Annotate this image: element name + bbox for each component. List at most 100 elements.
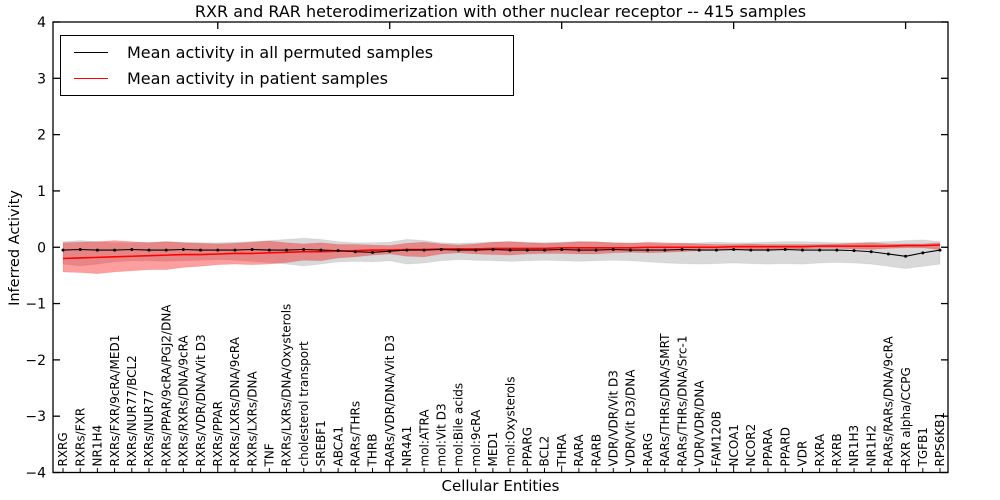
- permuted-marker: [783, 248, 787, 252]
- permuted-marker: [542, 248, 546, 252]
- x-category-label: NCOA1: [727, 424, 741, 466]
- permuted-marker: [491, 248, 495, 252]
- permuted-marker: [938, 248, 942, 252]
- permuted-marker: [319, 248, 323, 252]
- x-category-label: mol:9cRA: [469, 409, 483, 466]
- permuted-marker: [164, 248, 168, 252]
- x-category-label: RARs/THRs/DNA/Src-1: [675, 336, 689, 467]
- permuted-marker: [508, 248, 512, 252]
- permuted-marker: [697, 248, 701, 252]
- permuted-marker: [285, 248, 289, 252]
- permuted-marker: [714, 248, 718, 252]
- x-category-label: cholesterol transport: [297, 341, 311, 467]
- y-tick-label: −4: [25, 466, 46, 482]
- x-category-label: RXRs/LXRs/DNA/9cRA: [228, 336, 242, 466]
- permuted-marker: [388, 249, 392, 253]
- x-category-label: PPARG: [520, 427, 534, 467]
- x-category-label: VDR/Vit D3/DNA: [624, 369, 638, 467]
- x-category-label: RXRs/NUR77: [142, 390, 156, 467]
- permuted-marker: [336, 249, 340, 253]
- x-category-label: RXRs/PPAR/9cRA/PGJ2/DNA: [159, 304, 173, 467]
- x-category-label: RXRs/PPAR: [211, 401, 225, 466]
- x-category-label: VDR/VDR/Vit D3: [606, 370, 620, 466]
- x-category-label: BCL2: [538, 436, 552, 467]
- x-category-label: RXRs/LXRs/DNA/Oxysterols: [280, 304, 294, 467]
- y-tick-label: 4: [37, 15, 46, 31]
- permuted-marker: [353, 250, 357, 254]
- permuted-marker: [904, 254, 908, 258]
- permuted-marker: [474, 248, 478, 252]
- x-category-label: RARs/RARs/DNA/9cRA: [882, 336, 896, 467]
- x-category-label: RARs/THRs: [349, 401, 363, 467]
- x-category-label: RXRs/LXRs/DNA: [245, 371, 259, 467]
- permuted-marker: [302, 248, 306, 252]
- permuted-marker: [886, 252, 890, 256]
- permuted-marker: [233, 248, 237, 252]
- x-category-label: NCOR2: [744, 424, 758, 467]
- permuted-marker: [216, 248, 220, 252]
- x-category-label: PPARA: [761, 428, 775, 467]
- permuted-marker: [525, 248, 529, 252]
- x-category-label: VDR/VDR/DNA: [692, 380, 706, 467]
- permuted-marker: [61, 248, 65, 252]
- x-category-label: RARB: [589, 434, 603, 467]
- y-tick-label: −3: [25, 409, 46, 425]
- legend: Mean activity in all permuted samples Me…: [60, 35, 514, 96]
- permuted-marker: [869, 250, 873, 254]
- permuted-marker: [818, 248, 822, 252]
- permuted-marker: [199, 248, 203, 252]
- permuted-marker: [766, 248, 770, 252]
- permuted-marker: [611, 248, 615, 252]
- x-category-label: RXR alpha/CCPG: [899, 367, 913, 466]
- legend-line-red-icon: [74, 78, 108, 80]
- x-category-label: RXRs/VDR/DNA/Vit D3: [194, 334, 208, 466]
- x-category-label: NR1H4: [91, 425, 105, 467]
- permuted-marker: [628, 248, 632, 252]
- x-category-label: MED1: [486, 432, 500, 467]
- x-category-label: THRB: [366, 434, 380, 468]
- permuted-marker: [835, 248, 839, 252]
- permuted-marker: [405, 248, 409, 252]
- y-tick-label: 1: [37, 184, 46, 200]
- x-category-label: VDR: [796, 441, 810, 467]
- x-category-label: mol:Oxysterols: [503, 377, 517, 467]
- permuted-marker: [732, 248, 736, 252]
- permuted-marker: [852, 249, 856, 253]
- permuted-marker: [95, 248, 99, 252]
- permuted-marker: [921, 251, 925, 255]
- permuted-marker: [181, 248, 185, 252]
- x-category-label: ABCA1: [331, 426, 345, 466]
- x-category-label: SREBF1: [314, 420, 328, 466]
- chart-title: RXR and RAR heterodimerization with othe…: [194, 2, 807, 21]
- y-tick-label: −1: [25, 297, 46, 313]
- y-tick-label: 3: [37, 71, 46, 87]
- legend-label-permuted: Mean activity in all permuted samples: [127, 42, 434, 62]
- x-category-label: RXRs/NUR77/BCL2: [125, 355, 139, 466]
- permuted-mean-line: [62, 248, 941, 257]
- legend-line-black-icon: [74, 51, 108, 53]
- legend-item-patient: Mean activity in patient samples: [61, 69, 513, 88]
- x-category-label: RARs/THRs/DNA/SMRT: [658, 333, 672, 467]
- x-category-label: NR1H2: [864, 425, 878, 467]
- permuted-marker: [646, 248, 650, 252]
- x-category-label: RXRG: [56, 432, 70, 466]
- permuted-marker: [422, 248, 426, 252]
- legend-label-patient: Mean activity in patient samples: [127, 69, 388, 89]
- permuted-marker: [439, 248, 443, 252]
- x-category-label: RXRB: [830, 433, 844, 466]
- x-category-label: THRA: [555, 433, 569, 467]
- x-category-label: PPARD: [778, 427, 792, 467]
- permuted-marker: [147, 248, 151, 252]
- permuted-marker: [113, 248, 117, 252]
- x-category-label: FAM120B: [710, 411, 724, 467]
- x-category-label: RXRs/FXR/9cRA/MED1: [108, 335, 122, 467]
- permuted-marker: [560, 248, 564, 252]
- permuted-marker: [371, 250, 375, 254]
- x-category-label: RXRs/FXR: [73, 408, 87, 467]
- x-category-label: TGFB1: [916, 427, 930, 467]
- x-category-label: RPS6KB1: [933, 412, 947, 467]
- permuted-marker: [250, 248, 254, 252]
- permuted-marker: [267, 248, 271, 252]
